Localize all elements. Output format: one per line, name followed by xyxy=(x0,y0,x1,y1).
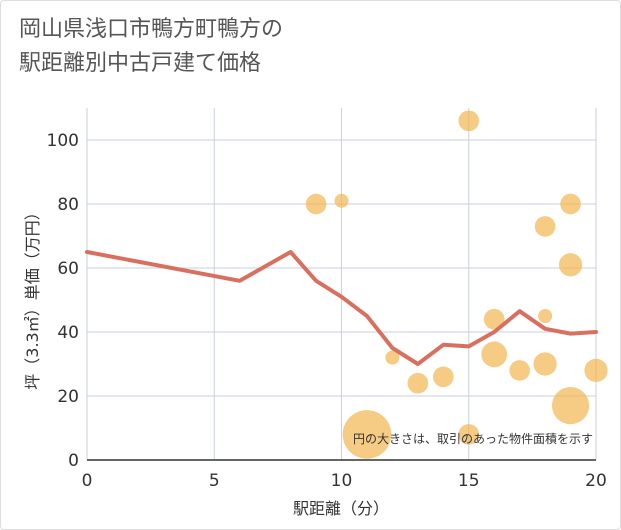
data-bubble xyxy=(551,387,590,425)
y-tick-label: 100 xyxy=(47,131,79,151)
y-tick-label: 20 xyxy=(57,387,79,407)
chart-title-line1: 岡山県浅口市鴨方町鴨方の xyxy=(19,17,284,42)
data-bubble xyxy=(432,366,454,388)
data-bubble xyxy=(342,410,392,459)
y-tick-label: 60 xyxy=(57,259,79,279)
bubble-layer xyxy=(305,110,608,459)
y-tick-label: 0 xyxy=(68,451,79,471)
data-bubble xyxy=(305,193,327,215)
axes: 0 5 10 15 20 0 20 40 60 80 100 xyxy=(47,131,607,491)
data-bubble xyxy=(334,193,349,208)
size-note: 円の大きさは、取引のあった物件面積を示す xyxy=(353,431,593,446)
x-tick-label: 15 xyxy=(458,471,480,491)
chart-title: 岡山県浅口市鴨方町鴨方の 駅距離別中古戸建て価格 xyxy=(19,13,283,81)
data-bubble xyxy=(534,216,556,237)
average-price-line xyxy=(85,250,598,366)
data-bubble xyxy=(481,341,508,368)
data-bubble xyxy=(558,253,583,277)
y-tick-label: 80 xyxy=(57,195,79,215)
line-layer xyxy=(85,250,598,366)
data-bubble xyxy=(584,358,608,383)
data-bubble xyxy=(458,424,480,445)
chart-title-line2: 駅距離別中古戸建て価格 xyxy=(19,51,262,76)
x-axis-label: 駅距離（分） xyxy=(293,499,389,518)
data-bubble xyxy=(533,352,557,376)
data-bubble xyxy=(538,309,553,323)
data-bubble xyxy=(407,372,429,394)
data-bubble xyxy=(560,193,581,215)
y-tick-label: 40 xyxy=(57,323,79,343)
data-bubble xyxy=(458,110,480,132)
x-tick-label: 20 xyxy=(585,471,607,491)
x-tick-label: 10 xyxy=(331,471,353,491)
data-bubble xyxy=(509,360,530,381)
x-tick-label: 0 xyxy=(82,471,93,491)
x-tick-label: 5 xyxy=(209,471,220,491)
data-bubble xyxy=(385,350,400,365)
y-axis-label: 坪（3.3㎡）単価（万円） xyxy=(23,204,42,389)
grid xyxy=(86,108,597,460)
data-bubble xyxy=(483,308,505,330)
